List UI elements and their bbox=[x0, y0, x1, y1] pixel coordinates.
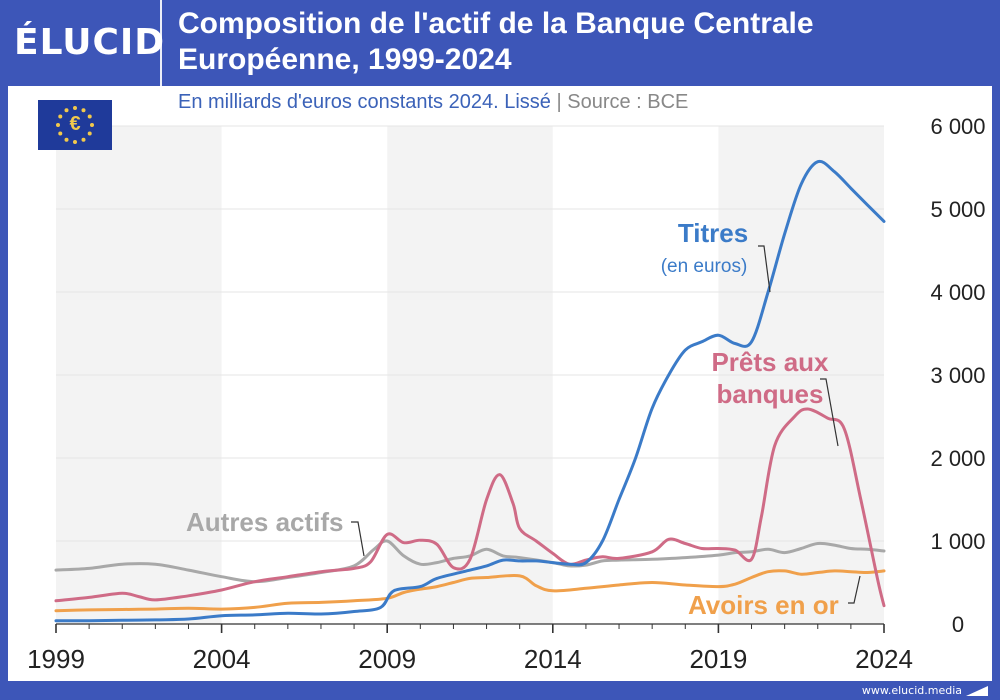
subtitle-separator: | bbox=[556, 91, 567, 113]
x-tick-label: 1999 bbox=[27, 644, 85, 674]
series-line-or bbox=[54, 569, 886, 613]
flag-star bbox=[73, 140, 77, 144]
title-line-1: Composition de l'actif de la Banque Cent… bbox=[178, 7, 814, 40]
flag-star bbox=[81, 108, 86, 113]
label-titres: Titres bbox=[678, 218, 748, 248]
elucid-mark-icon bbox=[966, 686, 988, 696]
header-divider bbox=[160, 0, 162, 86]
x-axis: 1999 2004 2009 2014 2019 2024 bbox=[27, 623, 913, 674]
eu-flag-icon: € bbox=[38, 100, 112, 150]
leader-titres bbox=[758, 245, 771, 293]
y-tick-label: 1 000 bbox=[930, 529, 985, 554]
flag-star bbox=[90, 123, 94, 127]
label-or: Avoirs en or bbox=[688, 590, 839, 620]
flag-star bbox=[58, 114, 63, 119]
chart-subtitle: En milliards d'euros constants 2024. Lis… bbox=[178, 91, 688, 113]
flag-star bbox=[56, 123, 60, 127]
subtitle-text: En milliards d'euros constants 2024. Lis… bbox=[178, 91, 551, 113]
source-text: Source : BCE bbox=[567, 91, 688, 113]
leader-or bbox=[848, 575, 861, 604]
flag-star bbox=[64, 137, 69, 142]
series-lines bbox=[54, 159, 886, 623]
title-line-2: Européenne, 1999-2024 bbox=[178, 43, 512, 76]
flag-stars bbox=[56, 106, 94, 144]
label-titres-sub: (en euros) bbox=[661, 256, 748, 277]
flag-star bbox=[87, 114, 92, 119]
chart-svg: 1999 2004 2009 2014 2019 2024 0 1 000 2 000 3 00… bbox=[27, 91, 985, 674]
euro-symbol-icon: € bbox=[69, 113, 80, 135]
label-autres: Autres actifs bbox=[186, 507, 344, 537]
y-tick-label: 4 000 bbox=[930, 280, 985, 305]
header: ÉLUCID Composition de l'actif de la Banq… bbox=[0, 0, 1000, 86]
label-prets-1: Prêts aux bbox=[711, 347, 829, 377]
y-axis: 0 1 000 2 000 3 000 4 000 5 000 6 000 bbox=[930, 114, 985, 637]
leader-autres bbox=[351, 521, 365, 557]
gridlines bbox=[56, 125, 884, 542]
flag-star bbox=[87, 131, 92, 136]
x-tick-label: 2004 bbox=[193, 644, 251, 674]
flag-star bbox=[58, 131, 63, 136]
page-title: Composition de l'actif de la Banque Cent… bbox=[178, 6, 978, 78]
chart-panel: 1999 2004 2009 2014 2019 2024 0 1 000 2 000 3 00… bbox=[8, 86, 992, 681]
footer-url: www.elucid.media bbox=[861, 684, 962, 697]
elucid-logo: ÉLUCID bbox=[14, 22, 166, 63]
flag-star bbox=[73, 106, 77, 110]
series-line-titres bbox=[54, 159, 886, 623]
x-tick-label: 2024 bbox=[855, 644, 913, 674]
y-tick-label: 3 000 bbox=[930, 363, 985, 388]
y-tick-label: 5 000 bbox=[930, 197, 985, 222]
leader-prets bbox=[820, 378, 839, 447]
x-tick-label: 2014 bbox=[524, 644, 582, 674]
flag-star bbox=[81, 137, 86, 142]
x-tick-label: 2019 bbox=[689, 644, 747, 674]
y-tick-label: 2 000 bbox=[930, 446, 985, 471]
flag-star bbox=[64, 108, 69, 113]
label-prets-2: banques bbox=[717, 379, 824, 409]
series-line-prets bbox=[54, 407, 886, 608]
x-tick-label: 2009 bbox=[358, 644, 416, 674]
y-tick-label: 6 000 bbox=[930, 114, 985, 139]
y-tick-label: 0 bbox=[952, 612, 964, 637]
